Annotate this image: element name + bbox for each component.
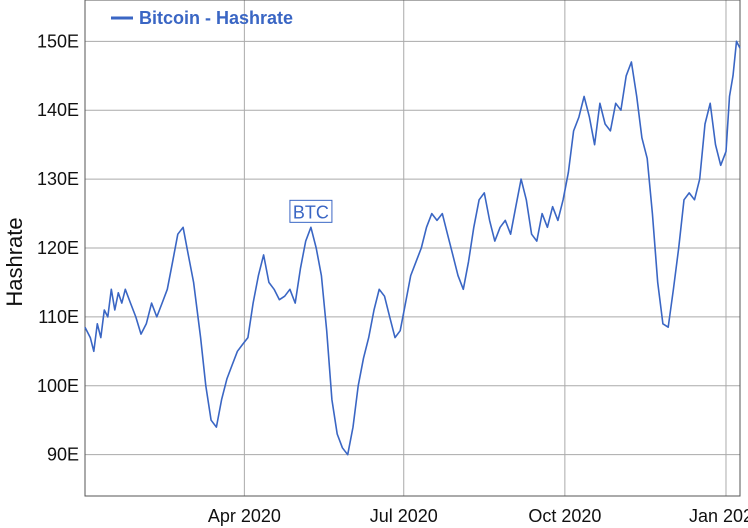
gridlines [85,0,740,496]
series-line-hashrate[interactable] [84,40,741,456]
legend-label: Bitcoin - Hashrate [139,8,293,28]
series-group [84,40,741,456]
x-axis-ticks: Apr 2020 Jul 2020 Oct 2020 Jan 2021 [208,506,748,526]
y-tick-label: 130E [37,169,79,189]
x-tick-label: Oct 2020 [528,506,601,526]
annotation-box [289,199,333,223]
y-tick-label: 150E [37,31,79,51]
y-axis-ticks: 90E 100E 110E 120E 130E 140E 150E [37,31,79,464]
y-tick-label: 90E [47,445,79,465]
y-tick-label: 120E [37,238,79,258]
y-tick-label: 110E [38,307,79,327]
x-tick-label: Apr 2020 [208,506,281,526]
plot-frame [84,0,741,497]
annotation-label: BTC [293,202,329,222]
y-tick-label: 140E [37,100,79,120]
x-tick-label: Jul 2020 [370,506,438,526]
annotation-group: BTC [289,199,333,223]
y-axis-label: Hashrate [2,217,27,306]
y-tick-label: 100E [37,376,79,396]
x-tick-label: Jan 2021 [689,506,748,526]
legend[interactable]: Bitcoin - Hashrate [111,8,293,28]
